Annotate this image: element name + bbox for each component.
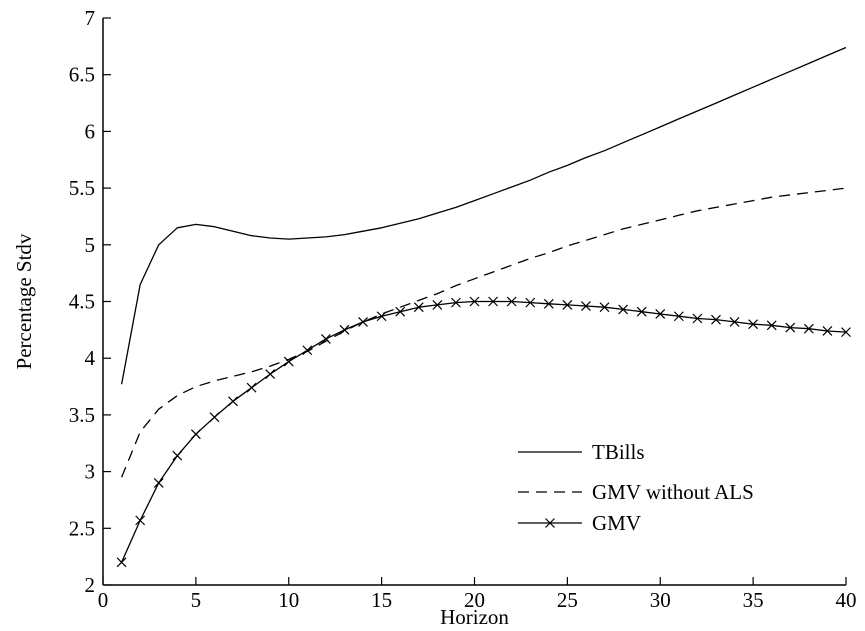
legend-label: GMV	[592, 511, 641, 535]
data-point-marker	[135, 515, 146, 526]
data-point-marker	[841, 327, 851, 338]
x-tick-label: 30	[650, 588, 671, 612]
data-point-marker	[655, 309, 666, 319]
y-tick-label: 5	[85, 233, 96, 257]
x-tick-label: 25	[557, 588, 578, 612]
x-tick-label: 20	[464, 588, 485, 612]
data-point-marker	[190, 429, 201, 440]
y-tick-label: 6.5	[69, 63, 95, 87]
data-point-marker	[785, 322, 796, 333]
x-tick-label: 40	[836, 588, 857, 612]
data-point-marker	[543, 298, 554, 309]
legend-item: GMV	[518, 511, 641, 535]
x-tick-label: 35	[743, 588, 764, 612]
data-point-marker	[692, 313, 703, 324]
data-point-marker	[153, 478, 164, 488]
y-tick-label: 6	[85, 119, 96, 143]
x-tick-label: 5	[191, 588, 202, 612]
y-tick-label: 4	[85, 346, 96, 370]
data-point-marker	[302, 345, 313, 356]
y-tick-label: 3	[85, 460, 96, 484]
data-point-marker	[116, 557, 127, 568]
data-point-marker	[469, 296, 480, 307]
data-point-marker	[711, 314, 721, 325]
legend-label: TBills	[592, 440, 645, 464]
data-point-marker	[636, 306, 647, 317]
data-point-marker	[729, 316, 740, 327]
data-point-marker	[228, 396, 238, 407]
x-ticks: 0 5 10 15 20 25 30 35 40	[98, 577, 857, 612]
data-point-marker	[376, 311, 387, 322]
data-point-marker	[748, 319, 759, 330]
data-point-marker	[822, 326, 833, 336]
data-point-marker	[246, 382, 257, 393]
data-point-marker	[358, 316, 368, 327]
x-tick-label: 10	[278, 588, 299, 612]
data-point-marker	[506, 296, 517, 307]
data-point-marker	[172, 450, 183, 461]
data-point-marker	[265, 369, 276, 380]
y-axis-title: Percentage Stdv	[12, 233, 36, 369]
y-tick-label: 7	[85, 6, 96, 30]
data-point-marker	[599, 302, 610, 313]
data-point-marker	[320, 333, 331, 344]
data-point-marker	[283, 356, 294, 367]
x-axis-title: Horizon	[440, 605, 509, 629]
legend-item: GMV without ALS	[518, 480, 754, 504]
series-tbills	[120, 46, 847, 385]
y-tick-label: 2	[85, 573, 96, 597]
x-tick-label: 15	[371, 588, 392, 612]
data-point-marker	[618, 304, 629, 315]
data-point-marker	[488, 296, 498, 307]
data-point-marker	[525, 297, 536, 308]
data-point-marker	[766, 320, 777, 331]
data-point-marker	[562, 299, 573, 310]
y-tick-label: 2.5	[69, 516, 95, 540]
x-tick-label: 0	[98, 588, 109, 612]
series-line	[120, 46, 847, 385]
legend-item: TBills	[518, 440, 645, 464]
data-point-marker	[803, 323, 814, 334]
y-ticks: 2 2.5 3 3.5 4 4.5 5 5.5 6 6.5 7	[69, 6, 111, 597]
data-point-marker	[545, 518, 555, 528]
data-point-marker	[413, 302, 424, 313]
data-point-marker	[581, 301, 591, 311]
series-gmv	[116, 296, 851, 568]
data-point-marker	[339, 324, 350, 335]
legend-label: GMV without ALS	[592, 480, 754, 504]
y-tick-label: 3.5	[69, 403, 95, 427]
y-tick-label: 5.5	[69, 176, 95, 200]
data-point-marker	[395, 306, 406, 317]
y-tick-label: 4.5	[69, 290, 95, 314]
series-line	[120, 187, 847, 478]
series-layer	[116, 46, 851, 568]
data-point-marker	[432, 299, 443, 310]
plot-area: 0 5 10 15 20 25 30 35 40 2 2.5 3 3.5 4 4.5 5 5.5 6 6.5 7	[69, 6, 857, 612]
data-point-marker	[209, 412, 220, 423]
data-point-marker	[451, 297, 461, 308]
series-line	[121, 300, 847, 563]
series-gmv-without-als	[120, 187, 847, 478]
legend: TBills GMV without ALS GMV	[518, 440, 754, 535]
data-point-marker	[673, 311, 684, 322]
